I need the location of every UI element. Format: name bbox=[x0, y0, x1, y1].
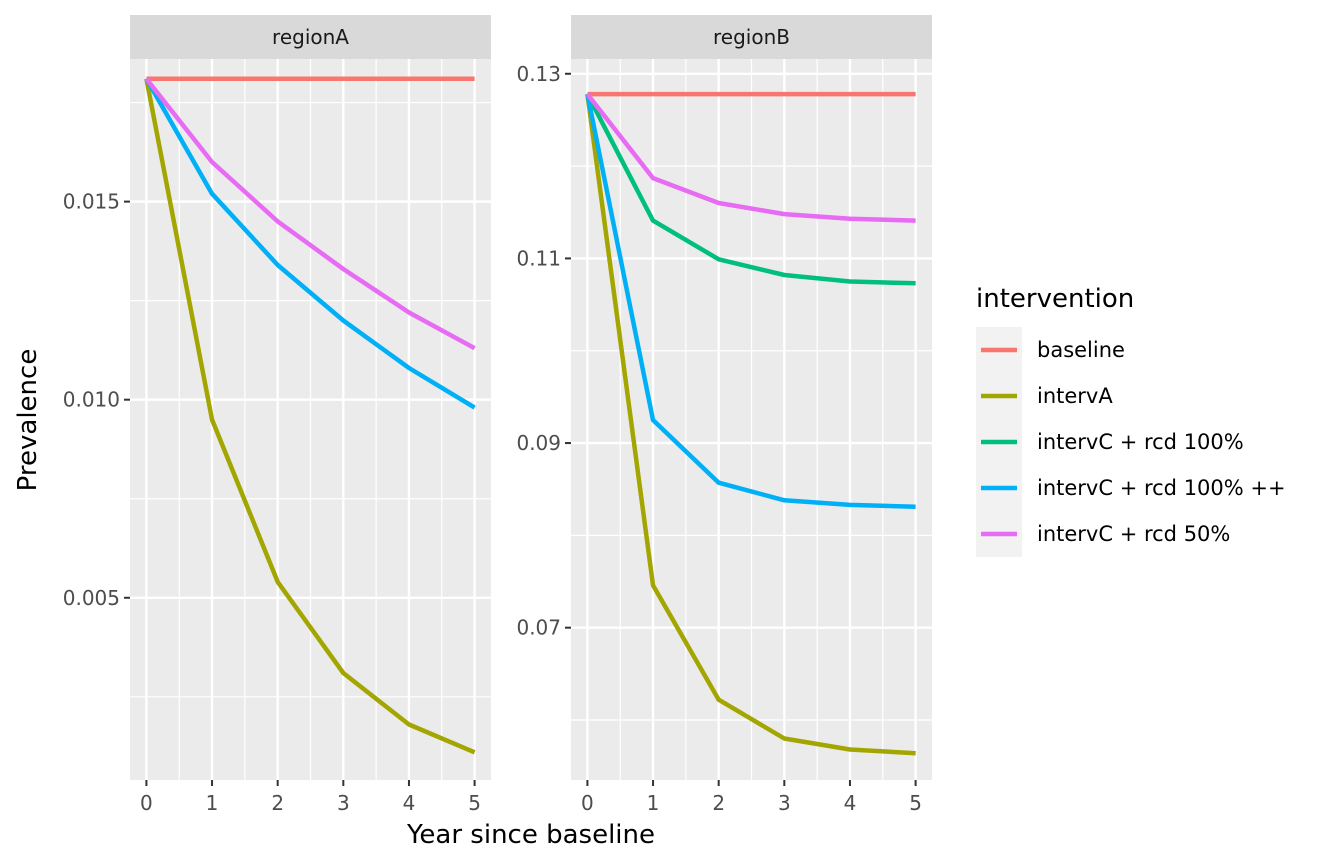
x-tick-label: 5 bbox=[909, 791, 922, 815]
legend-title: intervention bbox=[976, 284, 1134, 314]
series-line-intervc-rcd-50 bbox=[144, 77, 476, 351]
series-line-intervc-rcd-50 bbox=[585, 92, 916, 223]
y-tick-label: 0.09 bbox=[516, 431, 561, 455]
legend-label: intervC + rcd 100% bbox=[1037, 430, 1244, 454]
x-axis-title: Year since baseline bbox=[406, 820, 655, 850]
y-tick-label: 0.13 bbox=[516, 62, 561, 86]
x-tick-label: 4 bbox=[844, 791, 857, 815]
series-line-intervc-rcd-100 bbox=[585, 93, 916, 509]
y-tick-label: 0.11 bbox=[516, 246, 561, 270]
legend-item-intervc-rcd-100: intervC + rcd 100% bbox=[976, 419, 1244, 465]
series-line-intervc-rcd-100 bbox=[585, 93, 916, 286]
panel-regionA: 0.005 0.010 0.015 0 1 2 3 4 5 regionA bbox=[63, 15, 491, 815]
legend-label: intervC + rcd 100% ++ bbox=[1037, 476, 1286, 500]
x-tick-label: 2 bbox=[712, 791, 725, 815]
x-tick-label: 2 bbox=[271, 791, 284, 815]
legend-label: intervA bbox=[1037, 384, 1113, 408]
series-line-intervc-rcd-100 bbox=[144, 77, 476, 410]
y-axis-title: Prevalence bbox=[13, 349, 43, 492]
x-tick-label: 1 bbox=[647, 791, 660, 815]
y-tick-label: 0.005 bbox=[63, 586, 120, 610]
legend-item-intervc-rcd-50: intervC + rcd 50% bbox=[976, 511, 1230, 557]
x-tick-label: 1 bbox=[206, 791, 219, 815]
legend-label: intervC + rcd 50% bbox=[1037, 522, 1230, 546]
x-tick-label: 4 bbox=[403, 791, 416, 815]
y-tick-label: 0.015 bbox=[63, 190, 120, 214]
x-tick-label: 0 bbox=[140, 791, 153, 815]
legend: intervention baseline intervA intervC + rc… bbox=[976, 284, 1286, 557]
panel-regionB: 0.07 0.09 0.11 0.13 0 1 2 3 4 5 regionB bbox=[516, 15, 932, 815]
legend-item-interva: intervA bbox=[976, 373, 1113, 419]
y-tick-label: 0.010 bbox=[63, 388, 120, 412]
facet-strip-label: regionA bbox=[272, 25, 349, 49]
series-line-interva bbox=[144, 78, 476, 755]
x-tick-label: 3 bbox=[337, 791, 350, 815]
legend-label: baseline bbox=[1037, 338, 1125, 362]
legend-item-baseline: baseline bbox=[976, 327, 1125, 373]
x-tick-label: 5 bbox=[468, 791, 481, 815]
legend-item-intervc-rcd-100: intervC + rcd 100% ++ bbox=[976, 465, 1286, 511]
y-tick-label: 0.07 bbox=[516, 616, 561, 640]
facet-strip bbox=[130, 15, 491, 59]
facet-strip bbox=[571, 15, 932, 59]
x-tick-label: 3 bbox=[778, 791, 791, 815]
x-tick-label: 0 bbox=[581, 791, 594, 815]
series-line-interva bbox=[585, 93, 916, 756]
facet-strip-label: regionB bbox=[713, 25, 790, 49]
